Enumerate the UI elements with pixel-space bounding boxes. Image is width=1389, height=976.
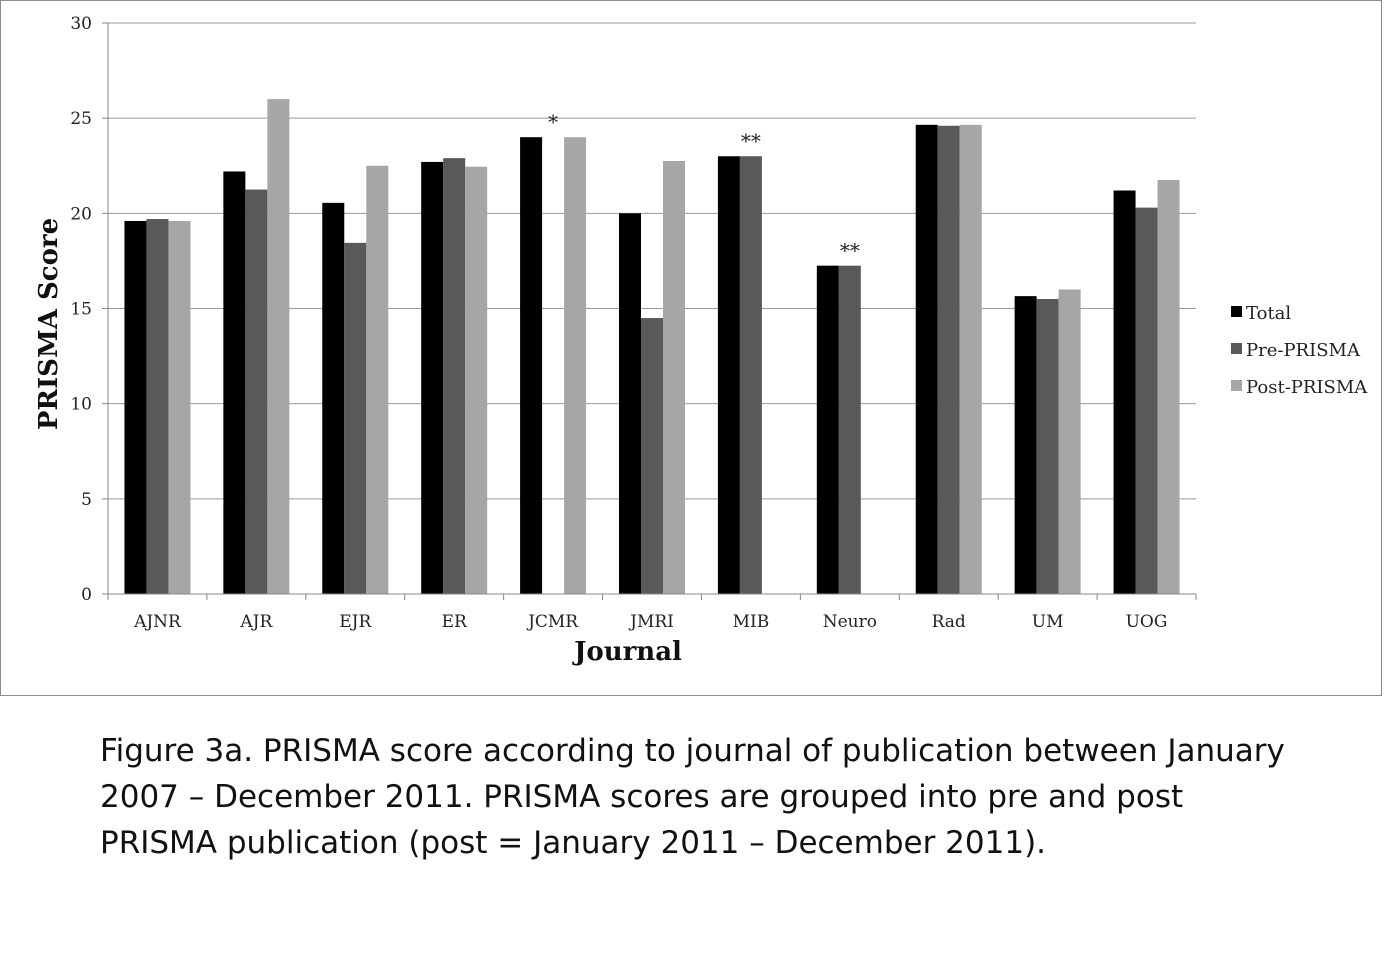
y-tick-label: 5 xyxy=(81,490,92,510)
bar-total xyxy=(223,171,246,594)
x-axis-title: Journal xyxy=(572,637,682,667)
bar-pre-prisma xyxy=(838,265,861,594)
caption-line: 2007 – December 2011. PRISMA scores are … xyxy=(100,779,1184,815)
bar-pre-prisma xyxy=(739,156,762,594)
significance-marker: ** xyxy=(840,239,860,263)
bar-total xyxy=(816,265,839,594)
x-tick-label: AJR xyxy=(239,612,273,632)
legend-label: Pre-PRISMA xyxy=(1246,340,1361,361)
y-axis-title: PRISMA Score xyxy=(34,218,64,430)
annotations: ***** xyxy=(548,110,860,262)
bar-post-prisma xyxy=(465,166,488,594)
bar-pre-prisma xyxy=(146,219,169,594)
caption-line: PRISMA publication (post = January 2011 … xyxy=(100,825,1047,861)
significance-marker: * xyxy=(548,110,558,134)
bar-pre-prisma xyxy=(344,242,367,594)
legend-label: Post-PRISMA xyxy=(1246,377,1368,398)
bar-pre-prisma xyxy=(245,189,268,594)
bar-total xyxy=(915,124,938,594)
bar-total xyxy=(619,213,641,595)
bar-pre-prisma xyxy=(641,318,663,594)
bar-post-prisma xyxy=(1157,180,1180,594)
bar-pre-prisma xyxy=(937,125,960,594)
bar-total xyxy=(520,137,543,594)
x-tick-label: MIB xyxy=(733,612,770,632)
legend-swatch xyxy=(1231,306,1242,317)
bar-chart: 0 5 10 15 20 25 30 AJNR AJR EJR ER JCMR JMRI MIB Neuro… xyxy=(34,14,1368,667)
caption-line: Figure 3a. PRISMA score according to jou… xyxy=(100,733,1285,769)
x-tick-label: AJNR xyxy=(133,612,182,632)
figure-caption: Figure 3a. PRISMA score according to jou… xyxy=(100,728,1300,866)
bar-post-prisma xyxy=(663,160,685,594)
y-tick-label: 25 xyxy=(70,109,92,129)
bar-post-prisma xyxy=(564,137,587,594)
x-tick-label: UM xyxy=(1032,612,1064,632)
axes: 0 5 10 15 20 25 30 AJNR AJR EJR ER JCMR JMRI MIB Neuro… xyxy=(70,14,1197,632)
y-tick-label: 20 xyxy=(70,204,92,224)
bar-total xyxy=(1014,296,1037,594)
bar-post-prisma xyxy=(1058,289,1081,594)
chart-frame: 0 5 10 15 20 25 30 AJNR AJR EJR ER JCMR JMRI MIB Neuro… xyxy=(0,0,1382,696)
y-tick-label: 30 xyxy=(70,14,92,34)
bar-total xyxy=(1113,190,1136,594)
bar-total xyxy=(124,220,147,595)
y-tick-label: 0 xyxy=(81,585,92,605)
x-tick-label: EJR xyxy=(339,612,372,632)
bar-total xyxy=(322,202,345,595)
x-tick-label: JCMR xyxy=(526,612,579,632)
bar-post-prisma xyxy=(168,220,191,595)
legend-swatch xyxy=(1231,380,1242,391)
x-tick-label: Rad xyxy=(932,612,966,632)
bar-total xyxy=(421,161,444,594)
x-tick-label: ER xyxy=(442,612,468,632)
bar-pre-prisma xyxy=(1036,298,1059,594)
significance-marker: ** xyxy=(741,129,761,153)
bar-pre-prisma xyxy=(443,158,466,595)
bar-total xyxy=(717,156,740,594)
bar-post-prisma xyxy=(959,124,982,594)
y-tick-label: 10 xyxy=(70,395,92,415)
legend-swatch xyxy=(1231,343,1242,354)
bar-pre-prisma xyxy=(1135,207,1158,594)
bar-post-prisma xyxy=(366,165,389,594)
legend-label: Total xyxy=(1246,303,1291,324)
bar-post-prisma xyxy=(267,99,290,594)
bars xyxy=(124,99,1180,595)
x-tick-label: UOG xyxy=(1126,612,1168,632)
y-tick-label: 15 xyxy=(70,300,92,320)
x-tick-label: JMRI xyxy=(628,612,674,632)
x-tick-label: Neuro xyxy=(823,612,877,632)
legend: Total Pre-PRISMA Post-PRISMA xyxy=(1231,303,1368,398)
